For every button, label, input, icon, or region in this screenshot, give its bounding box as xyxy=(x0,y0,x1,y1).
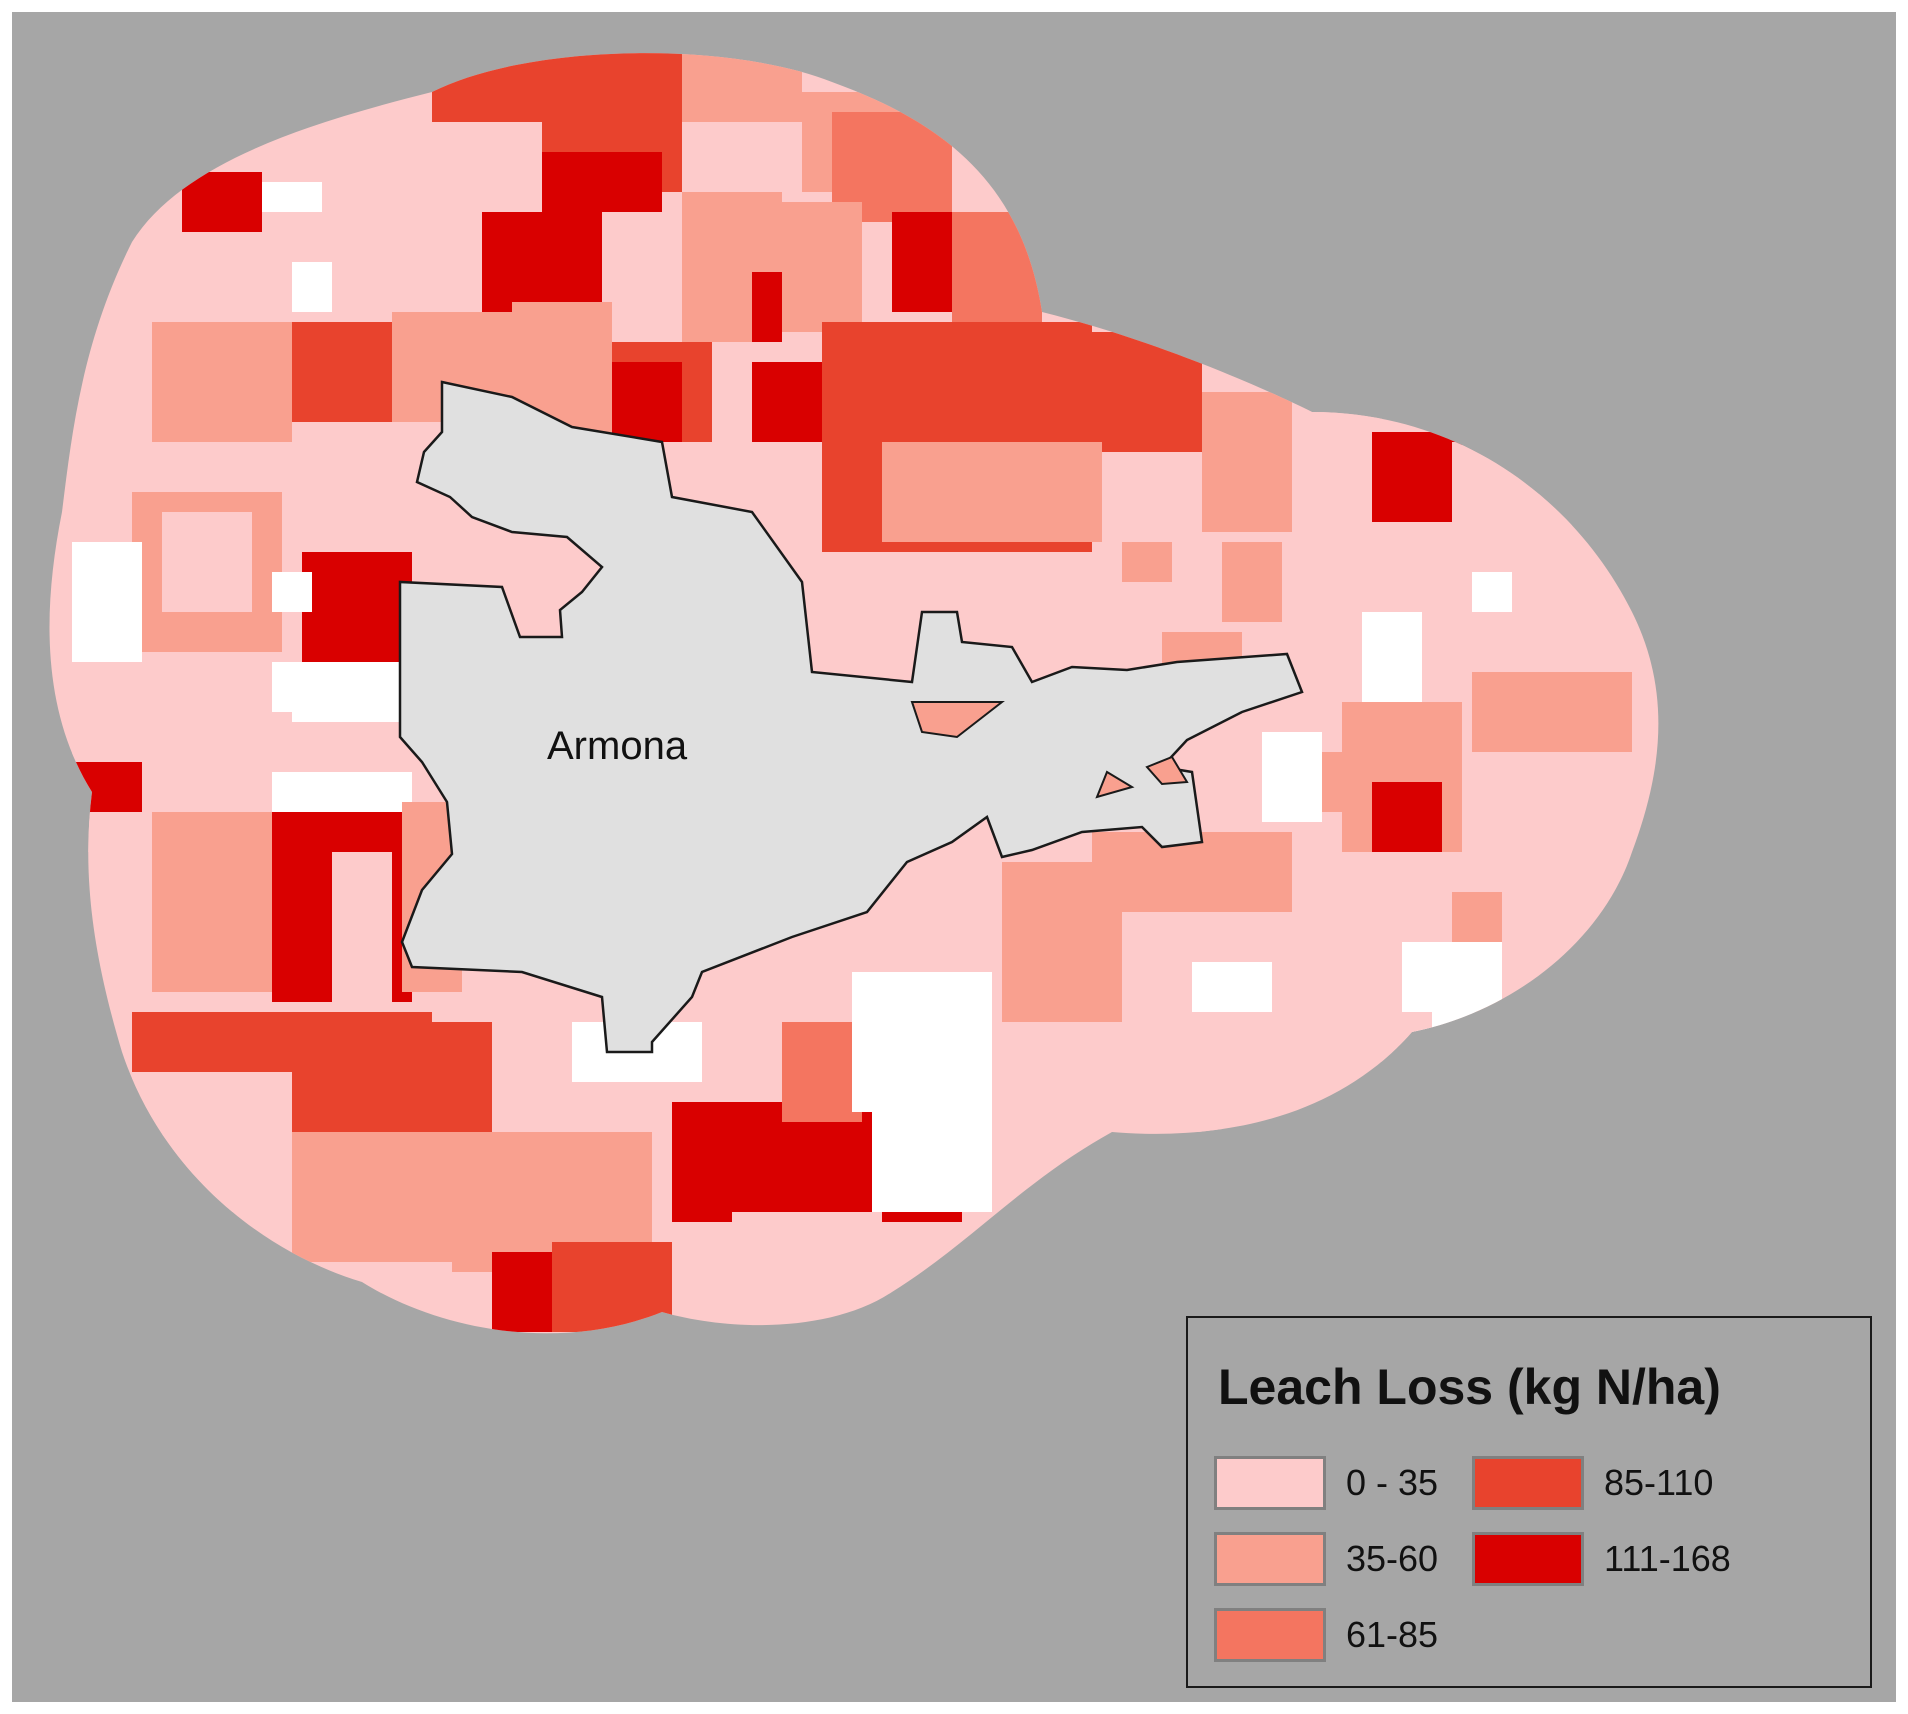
parcel xyxy=(72,542,142,662)
parcel xyxy=(1092,832,1292,912)
parcel xyxy=(882,442,1102,542)
parcel xyxy=(752,272,782,342)
legend-label: 35-60 xyxy=(1346,1538,1439,1579)
parcel xyxy=(1072,602,1112,652)
parcel xyxy=(852,972,992,1112)
parcel xyxy=(1122,542,1172,582)
parcel xyxy=(782,202,862,332)
legend-label: 61-85 xyxy=(1346,1614,1439,1655)
armona-inner-gap xyxy=(910,701,1189,799)
legend-swatch xyxy=(1214,1532,1326,1586)
parcel xyxy=(1002,862,1122,1022)
parcel xyxy=(1122,912,1202,1012)
parcel xyxy=(152,812,272,992)
parcel xyxy=(1472,672,1632,752)
map-frame: Armona Leach Loss (kg N/ha) 0 - 35 35-60… xyxy=(12,12,1896,1702)
parcel xyxy=(672,1242,772,1302)
parcel xyxy=(152,712,292,812)
parcel xyxy=(1292,402,1382,532)
parcel xyxy=(1372,782,1442,852)
parcel xyxy=(432,53,682,122)
parcel xyxy=(272,572,312,612)
parcel xyxy=(602,212,682,322)
legend-label: 85-110 xyxy=(1604,1462,1714,1503)
parcel xyxy=(72,762,142,812)
leaching-map xyxy=(49,53,1659,1334)
parcel xyxy=(1192,962,1272,1012)
parcel xyxy=(552,1242,672,1332)
legend-item-0-35: 0 - 35 xyxy=(1214,1454,1438,1512)
parcel xyxy=(1472,572,1512,612)
parcel xyxy=(292,262,332,312)
parcel xyxy=(952,212,1042,332)
legend-swatch xyxy=(1214,1456,1326,1510)
parcel xyxy=(292,1022,492,1142)
parcel xyxy=(1262,732,1322,822)
parcel xyxy=(1092,332,1202,452)
parcel xyxy=(1362,612,1422,702)
parcel xyxy=(492,1252,552,1332)
parcel xyxy=(1202,392,1292,532)
parcel xyxy=(272,662,412,722)
parcel xyxy=(102,1162,182,1232)
parcel xyxy=(612,362,682,442)
parcel xyxy=(1372,1012,1432,1062)
parcel xyxy=(1462,752,1602,832)
parcel xyxy=(262,182,322,212)
parcel xyxy=(132,1072,272,1212)
parcel xyxy=(872,1092,992,1212)
parcel xyxy=(162,512,252,612)
parcel xyxy=(1372,432,1462,522)
legend-label: 0 - 35 xyxy=(1346,1462,1439,1503)
parcel xyxy=(782,1022,862,1122)
parcel xyxy=(682,53,802,122)
parcel xyxy=(72,662,152,852)
place-label-armona: Armona xyxy=(547,724,688,768)
parcel xyxy=(182,172,262,232)
legend-item-111-168: 111-168 xyxy=(1472,1530,1731,1588)
armona-town-boundary xyxy=(398,380,1304,1054)
legend-item-61-85: 61-85 xyxy=(1214,1606,1438,1664)
legend-swatch xyxy=(1472,1456,1584,1510)
parcel xyxy=(1222,542,1282,622)
parcel xyxy=(752,362,822,442)
legend-item-35-60: 35-60 xyxy=(1214,1530,1438,1588)
legend-label: 111-168 xyxy=(1604,1538,1731,1579)
legend-swatch xyxy=(1472,1532,1584,1586)
parcel xyxy=(332,852,392,1012)
map-legend: Leach Loss (kg N/ha) 0 - 35 35-60 61-85 … xyxy=(1186,1316,1872,1688)
legend-item-85-110: 85-110 xyxy=(1472,1454,1713,1512)
parcel xyxy=(892,212,962,312)
parcel xyxy=(542,152,662,212)
parcel xyxy=(1112,1072,1222,1132)
legend-title: Leach Loss (kg N/ha) xyxy=(1218,1359,1721,1415)
legend-swatch xyxy=(1214,1608,1326,1662)
parcel xyxy=(1452,442,1572,542)
